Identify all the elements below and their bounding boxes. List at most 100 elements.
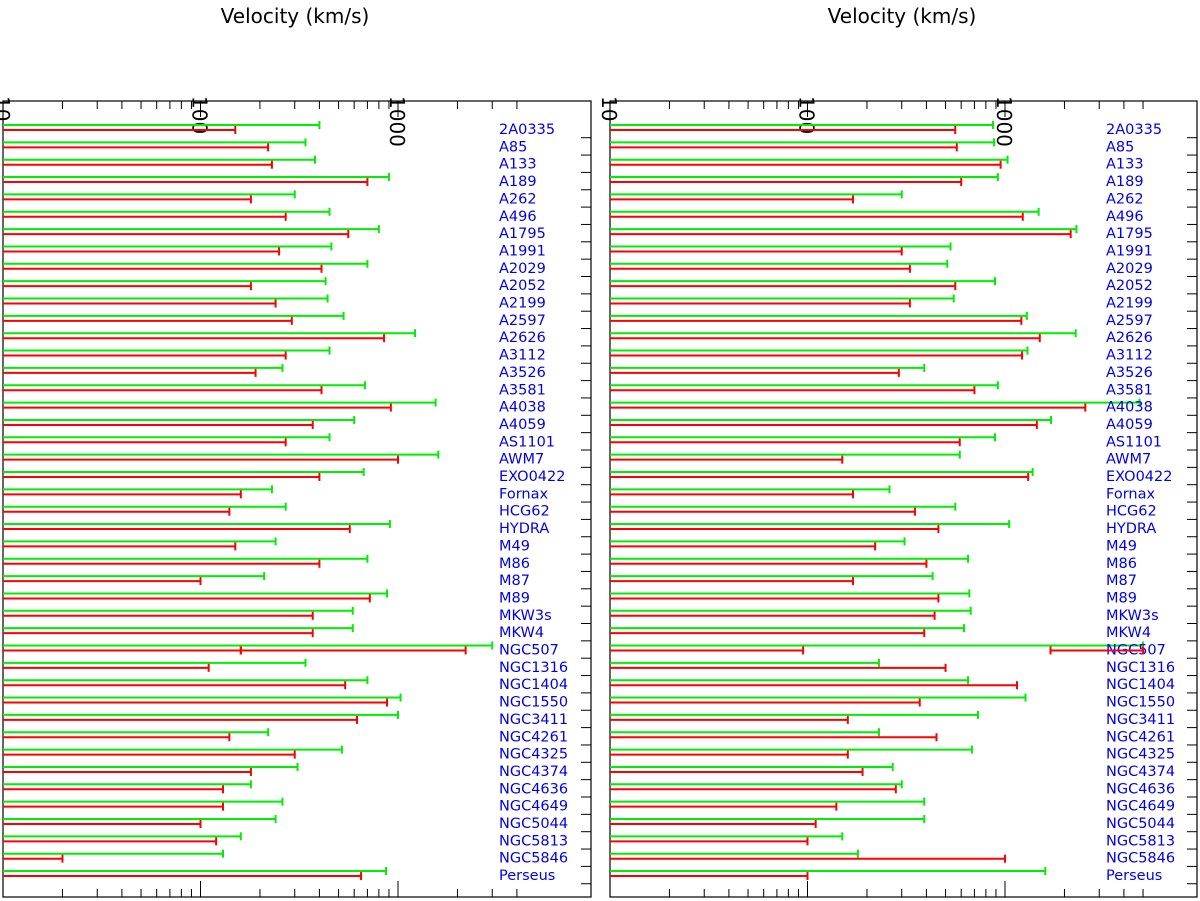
category-label: A3112 bbox=[1106, 348, 1153, 364]
category-label: A1991 bbox=[499, 243, 546, 259]
category-label: 2A0335 bbox=[499, 122, 555, 138]
category-label: A4038 bbox=[1106, 400, 1153, 416]
category-label: A133 bbox=[499, 157, 537, 173]
category-label: EXO0422 bbox=[1106, 469, 1172, 485]
tick-label: 1000 bbox=[385, 96, 409, 147]
category-label: NGC5044 bbox=[1106, 816, 1175, 832]
category-label: A2052 bbox=[499, 278, 546, 294]
category-label: NGC4374 bbox=[1106, 764, 1175, 780]
category-label: NGC5846 bbox=[1106, 851, 1175, 867]
category-label: NGC1404 bbox=[499, 677, 568, 693]
category-label: A189 bbox=[1106, 174, 1144, 190]
category-label: NGC4374 bbox=[499, 764, 568, 780]
category-label: MKW3s bbox=[499, 608, 552, 624]
tick-label: 10 bbox=[597, 96, 621, 121]
category-label: Fornax bbox=[1106, 486, 1155, 502]
category-label: M86 bbox=[499, 556, 530, 572]
category-label: NGC4261 bbox=[499, 729, 568, 745]
category-label: NGC4325 bbox=[1106, 747, 1175, 763]
category-label: A189 bbox=[499, 174, 537, 190]
category-label: NGC4261 bbox=[1106, 729, 1175, 745]
category-label: A4059 bbox=[1106, 417, 1153, 433]
category-label: A4059 bbox=[499, 417, 546, 433]
category-label: NGC5813 bbox=[1106, 833, 1175, 849]
category-label: NGC1316 bbox=[499, 660, 568, 676]
category-label: NGC4649 bbox=[1106, 799, 1175, 815]
category-label: A2626 bbox=[499, 330, 546, 346]
category-label: M49 bbox=[499, 538, 530, 554]
category-label: Fornax bbox=[499, 486, 548, 502]
category-label: A496 bbox=[1106, 209, 1144, 225]
category-label: NGC1550 bbox=[1106, 695, 1175, 711]
category-label: A2199 bbox=[499, 296, 546, 312]
category-label: 2A0335 bbox=[1106, 122, 1162, 138]
category-label: HCG62 bbox=[499, 504, 550, 520]
axis-title: Velocity (km/s) bbox=[828, 4, 977, 28]
category-label: M89 bbox=[1106, 590, 1137, 606]
category-label: NGC1550 bbox=[499, 695, 568, 711]
category-label: NGC4636 bbox=[1106, 781, 1175, 797]
category-label: A2199 bbox=[1106, 296, 1153, 312]
category-label: NGC1404 bbox=[1106, 677, 1175, 693]
category-label: A262 bbox=[1106, 191, 1144, 207]
category-label: A3112 bbox=[499, 348, 546, 364]
category-label: A3526 bbox=[499, 365, 546, 381]
plot-frame bbox=[609, 100, 1198, 898]
category-label: A2052 bbox=[1106, 278, 1153, 294]
category-label: A262 bbox=[499, 191, 537, 207]
category-label: M86 bbox=[1106, 556, 1137, 572]
category-label: A1795 bbox=[1106, 226, 1153, 242]
category-label: NGC4325 bbox=[499, 747, 568, 763]
category-label: A2597 bbox=[1106, 313, 1153, 329]
category-label: AWM7 bbox=[1106, 452, 1151, 468]
category-label: A133 bbox=[1106, 157, 1144, 173]
tick-label: 100 bbox=[795, 96, 819, 134]
category-label: A2626 bbox=[1106, 330, 1153, 346]
category-label: NGC1316 bbox=[1106, 660, 1175, 676]
category-label: AWM7 bbox=[499, 452, 544, 468]
category-label: A4038 bbox=[499, 400, 546, 416]
tick-label: 1000 bbox=[992, 96, 1016, 147]
axis-title: Velocity (km/s) bbox=[221, 4, 370, 28]
tick-label: 100 bbox=[188, 96, 212, 134]
category-label: AS1101 bbox=[499, 434, 555, 450]
category-label: MKW3s bbox=[1106, 608, 1159, 624]
category-label: A85 bbox=[1106, 139, 1134, 155]
category-label: A2029 bbox=[499, 261, 546, 277]
category-label: NGC5813 bbox=[499, 833, 568, 849]
category-label: AS1101 bbox=[1106, 434, 1162, 450]
category-label: A85 bbox=[499, 139, 527, 155]
category-label: NGC4636 bbox=[499, 781, 568, 797]
tick-label: 10 bbox=[0, 96, 14, 121]
category-label: MKW4 bbox=[499, 625, 544, 641]
category-label: NGC4649 bbox=[499, 799, 568, 815]
category-label: Perseus bbox=[499, 868, 555, 884]
category-label: A1795 bbox=[499, 226, 546, 242]
category-label: NGC507 bbox=[499, 643, 559, 659]
category-label: A3581 bbox=[1106, 382, 1153, 398]
category-label: NGC5846 bbox=[499, 851, 568, 867]
category-label: A3526 bbox=[1106, 365, 1153, 381]
category-label: EXO0422 bbox=[499, 469, 565, 485]
category-label: A1991 bbox=[1106, 243, 1153, 259]
category-label: NGC3411 bbox=[499, 712, 568, 728]
category-label: M89 bbox=[499, 590, 530, 606]
category-label: MKW4 bbox=[1106, 625, 1151, 641]
category-label: M49 bbox=[1106, 538, 1137, 554]
plot-frame bbox=[2, 100, 592, 898]
category-label: M87 bbox=[499, 573, 530, 589]
category-label: Perseus bbox=[1106, 868, 1162, 884]
category-label: A496 bbox=[499, 209, 537, 225]
category-label: A2597 bbox=[499, 313, 546, 329]
category-label: HYDRA bbox=[1106, 521, 1156, 537]
category-label: NGC3411 bbox=[1106, 712, 1175, 728]
category-label: NGC5044 bbox=[499, 816, 568, 832]
category-label: A2029 bbox=[1106, 261, 1153, 277]
category-label: HCG62 bbox=[1106, 504, 1157, 520]
category-label: M87 bbox=[1106, 573, 1137, 589]
category-label: A3581 bbox=[499, 382, 546, 398]
category-label: HYDRA bbox=[499, 521, 549, 537]
